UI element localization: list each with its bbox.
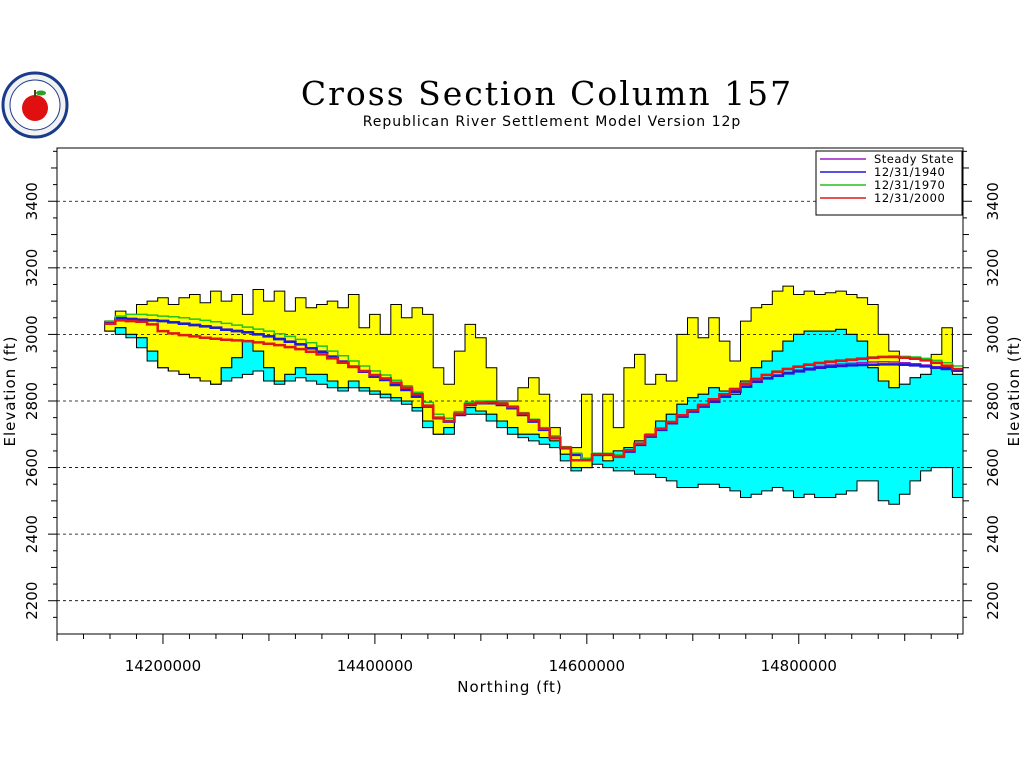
y-tick-label-left: 3000	[23, 315, 41, 353]
y-tick-label-left: 2600	[23, 448, 41, 486]
grid-lines	[57, 200, 963, 602]
y-tick-label-right: 2800	[984, 382, 1002, 420]
y-axis-label-right: Elevation (ft)	[1005, 335, 1023, 446]
legend-label: Steady State	[874, 152, 954, 166]
layer-areas	[104, 285, 964, 505]
y-tick-label-right: 2200	[984, 582, 1002, 620]
water-level-series	[104, 313, 963, 462]
legend-label: 12/31/1940	[874, 165, 945, 179]
apple-icon	[22, 95, 48, 121]
y-axis: 2200 2200 2400 2400 2600 2600 2800 2800 3000 3000…	[23, 150, 1002, 620]
plot-frame	[56, 147, 964, 635]
x-tick-label: 14200000	[125, 657, 201, 675]
y-axis-label-left: Elevation (ft)	[1, 335, 19, 446]
agency-seal-logo	[1, 71, 69, 139]
y-tick-label-right: 3200	[984, 249, 1002, 287]
y-tick-label-right: 3000	[984, 315, 1002, 353]
series-line-3	[104, 319, 963, 462]
y-tick-label-right: 2600	[984, 448, 1002, 486]
x-axis-label: Northing (ft)	[457, 678, 563, 696]
y-tick-label-right: 2400	[984, 515, 1002, 553]
series-line-1	[104, 317, 963, 462]
legend: Steady State12/31/194012/31/197012/31/20…	[815, 150, 963, 216]
y-tick-label-right: 3400	[984, 182, 1002, 220]
chart-subtitle: Republican River Settlement Model Versio…	[363, 114, 742, 130]
x-axis: 14200000 14400000 14600000 14800000	[56, 634, 959, 675]
x-tick-label: 14400000	[337, 657, 413, 675]
y-tick-label-left: 3400	[23, 182, 41, 220]
legend-label: 12/31/2000	[874, 191, 945, 205]
x-tick-label: 14800000	[761, 657, 837, 675]
x-tick-label: 14600000	[549, 657, 625, 675]
chart-title: Cross Section Column 157	[301, 74, 793, 113]
y-tick-label-left: 2200	[23, 582, 41, 620]
legend-box	[815, 150, 963, 216]
y-tick-label-left: 3200	[23, 249, 41, 287]
y-tick-label-left: 2800	[23, 382, 41, 420]
y-tick-label-left: 2400	[23, 515, 41, 553]
legend-label: 12/31/1970	[874, 178, 945, 192]
